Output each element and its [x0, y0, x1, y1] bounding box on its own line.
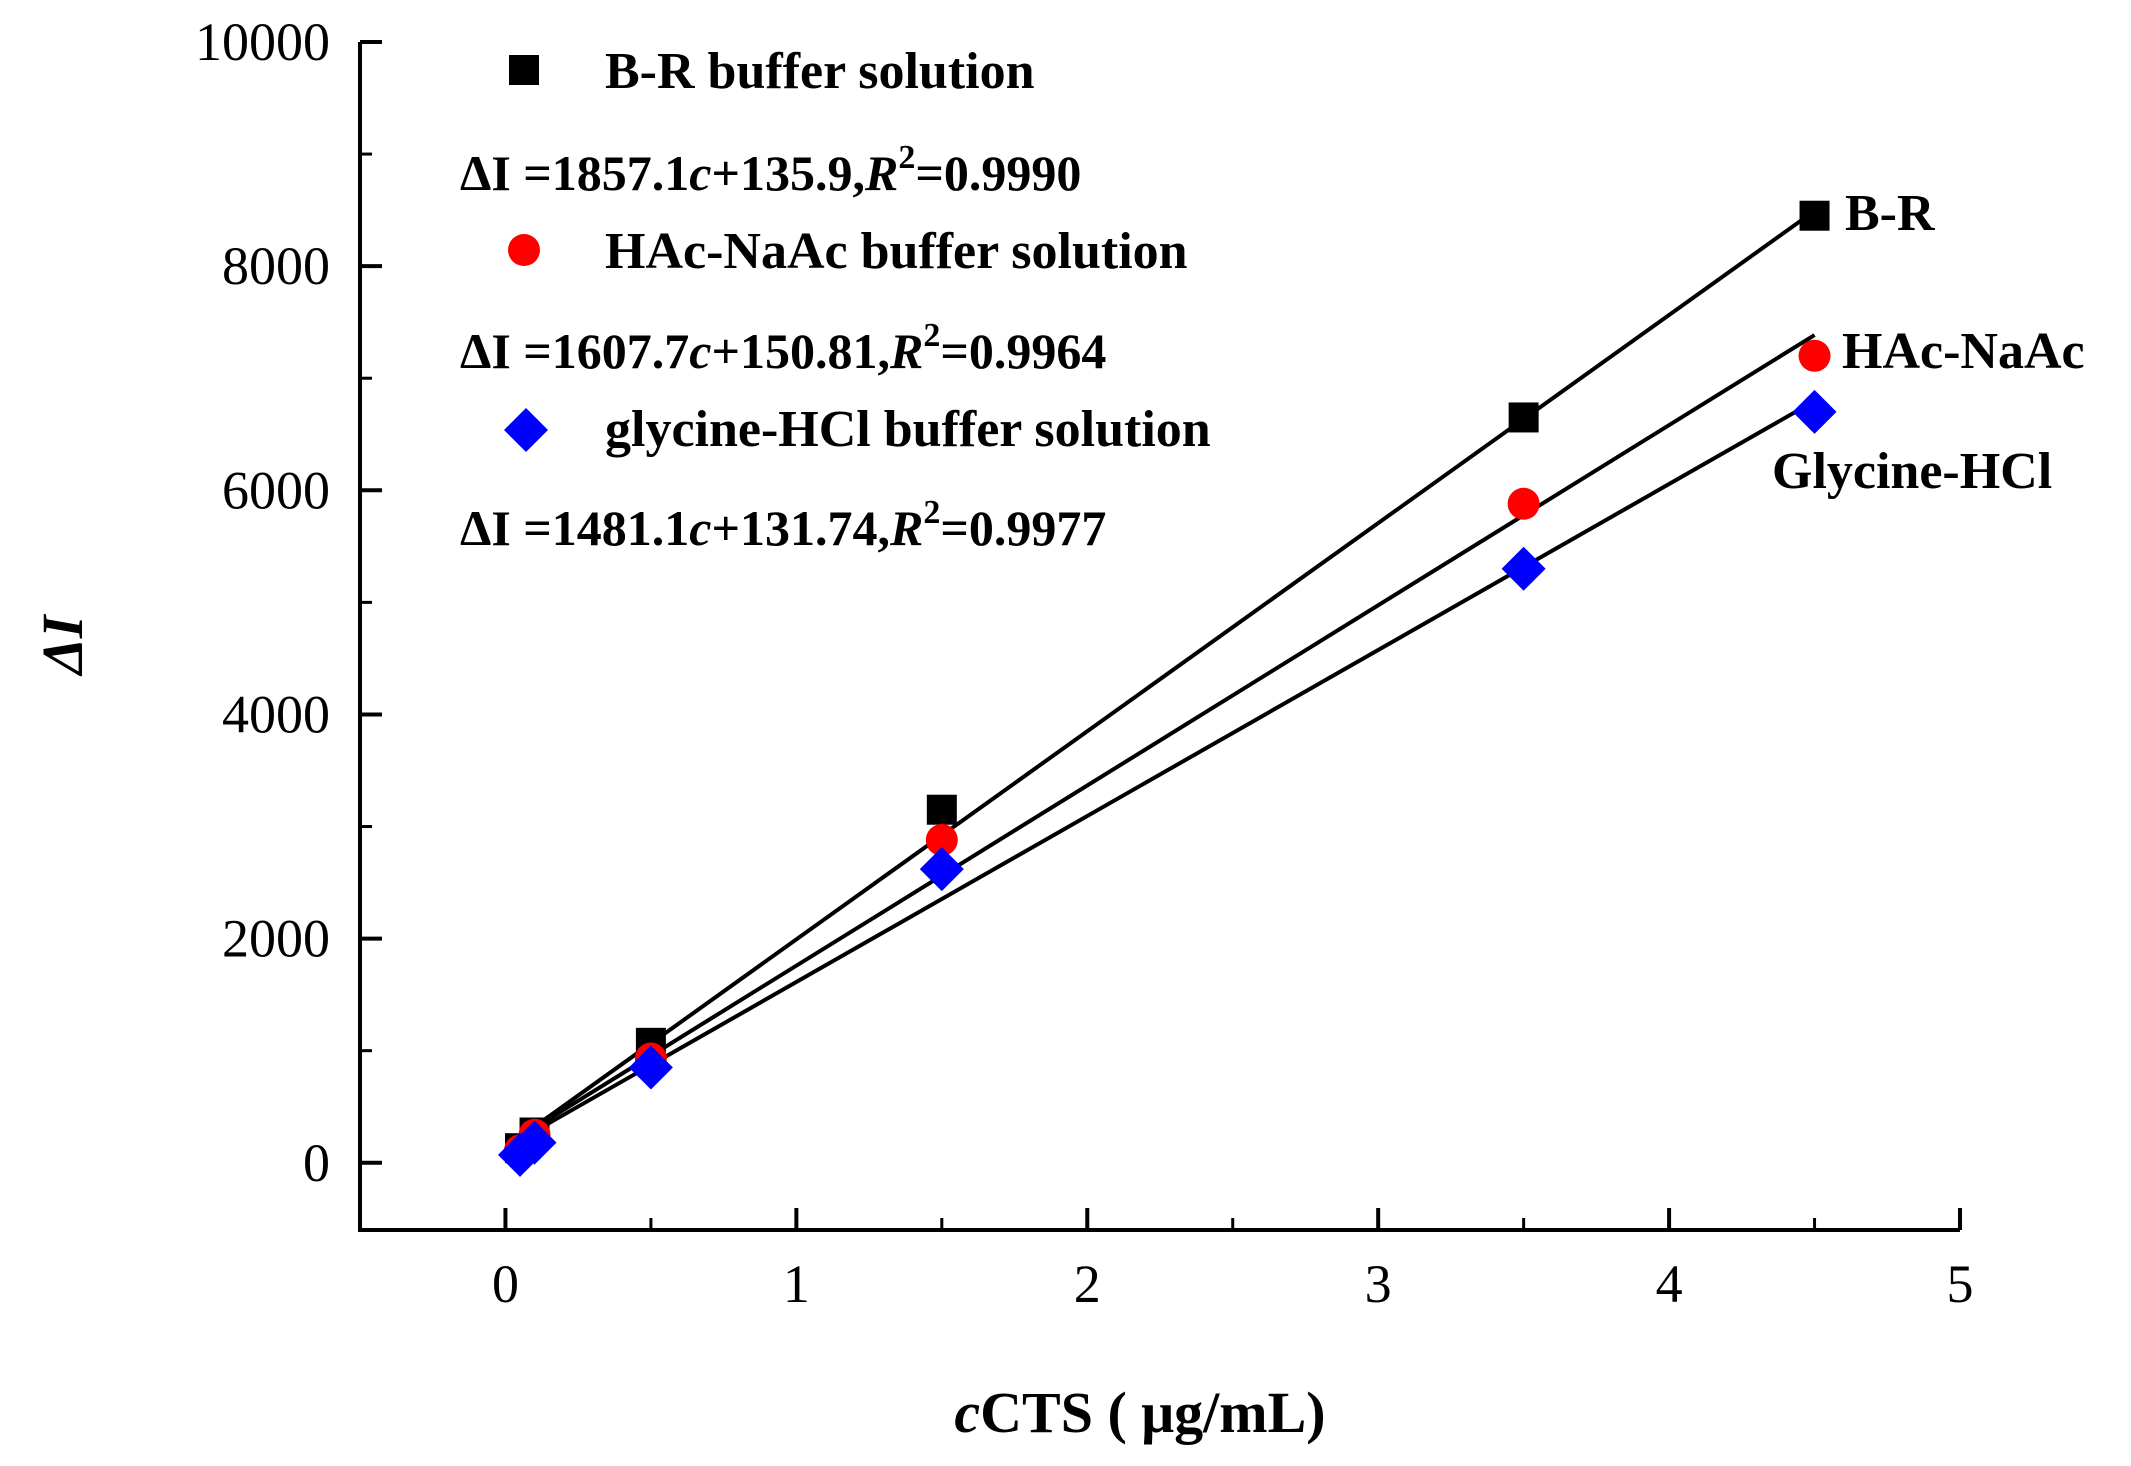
x-ticks: 0 1 2 3 4 5	[358, 1208, 1974, 1314]
data-point-diamond	[628, 1045, 673, 1090]
data-point-square	[1508, 402, 1539, 433]
y-tick-label: 8000	[222, 236, 330, 296]
equation-hac: ΔI =1607.7c+150.81,R2=0.9964	[460, 317, 1106, 379]
fit-line	[518, 333, 1816, 1139]
x-tick-label: 3	[1365, 1254, 1392, 1314]
legend-marker-hac	[508, 234, 540, 266]
series-label-hac: HAc-NaAc	[1842, 323, 2085, 380]
x-tick-label: 1	[783, 1254, 810, 1314]
data-point-circle	[1507, 487, 1540, 520]
y-tick-label: 6000	[222, 460, 330, 520]
data-point-diamond	[512, 1120, 557, 1165]
data-point-diamond	[919, 847, 964, 892]
y-axis-title: ΔI	[30, 613, 95, 676]
fit-line	[519, 399, 1816, 1142]
legend-marker-br	[509, 55, 539, 85]
y-ticks: 0 2000 4000 6000 8000 10000	[195, 12, 382, 1193]
data-point-circle	[1798, 339, 1831, 372]
fit-lines	[518, 209, 1816, 1142]
fit-line	[518, 209, 1816, 1139]
series-label-br: B-R	[1845, 185, 1936, 242]
data-points	[498, 200, 1837, 1177]
data-point-diamond	[1792, 389, 1837, 434]
data-point-square	[1799, 200, 1830, 231]
legend-label-hac: HAc-NaAc buffer solution	[605, 223, 1188, 280]
y-tick-label: 4000	[222, 684, 330, 744]
y-tick-label: 0	[303, 1133, 330, 1193]
x-tick-label: 2	[1074, 1254, 1101, 1314]
data-point-square	[926, 794, 957, 825]
series-label-gly: Glycine-HCl	[1772, 443, 2052, 500]
data-point-diamond	[1501, 546, 1546, 591]
x-tick-label: 5	[1947, 1254, 1974, 1314]
data-point-circle	[925, 823, 958, 856]
x-tick-label: 0	[492, 1254, 519, 1314]
equation-br: ΔI =1857.1c+135.9,R2=0.9990	[460, 139, 1081, 201]
x-axis-title: cCTS ( μg/mL)	[954, 1380, 1325, 1445]
legend-marker-gly	[504, 408, 548, 452]
equation-gly: ΔI =1481.1c+131.74,R2=0.9977	[460, 494, 1106, 556]
x-tick-label: 4	[1656, 1254, 1683, 1314]
y-tick-label: 10000	[195, 12, 330, 72]
legend-label-br: B-R buffer solution	[605, 43, 1035, 100]
legend: B-R buffer solution ΔI =1857.1c+135.9,R2…	[460, 43, 1211, 556]
legend-label-gly: glycine-HCl buffer solution	[605, 401, 1211, 458]
y-tick-label: 2000	[222, 909, 330, 969]
